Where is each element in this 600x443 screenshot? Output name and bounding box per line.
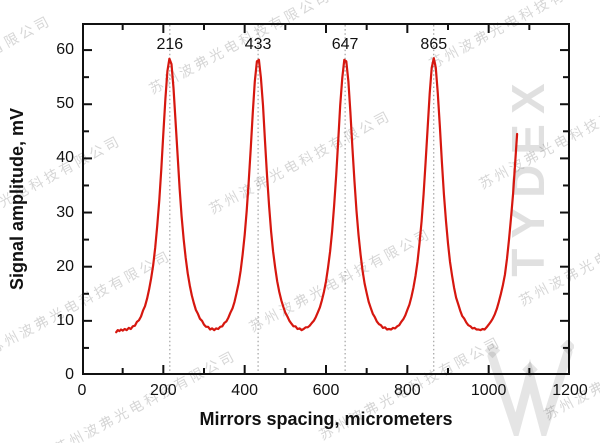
peak-guide-lines xyxy=(169,25,435,373)
y-tick-label: 20 xyxy=(56,257,74,275)
y-tick-label: 60 xyxy=(56,41,74,59)
peak-label: 433 xyxy=(244,36,272,53)
x-tick-label: 600 xyxy=(312,382,340,399)
y-axis-title: Signal amplitude, mV xyxy=(7,107,27,291)
x-tick-label: 1000 xyxy=(470,382,507,399)
y-tick-label: 10 xyxy=(56,311,74,329)
x-tick-label: 800 xyxy=(393,382,421,399)
y-tick-label: 0 xyxy=(65,366,74,383)
signal-curve xyxy=(115,57,519,334)
y-tick-label: 30 xyxy=(56,203,74,221)
x-axis-title: Mirrors spacing, micrometers xyxy=(199,409,453,429)
peak-label: 865 xyxy=(420,36,448,53)
x-tick-label: 200 xyxy=(149,382,177,399)
axis-ticks xyxy=(82,25,570,375)
x-tick-label: 400 xyxy=(231,382,258,399)
peak-label: 216 xyxy=(156,36,184,53)
y-tick-label: 40 xyxy=(56,149,74,167)
y-tick-label: 50 xyxy=(56,95,74,113)
plot-svg xyxy=(82,23,570,375)
peak-label: 647 xyxy=(331,36,359,53)
plot-frame xyxy=(82,23,570,375)
x-tick-label: 0 xyxy=(77,382,87,399)
x-tick-label: 1200 xyxy=(552,382,588,399)
plot-area xyxy=(82,23,570,375)
